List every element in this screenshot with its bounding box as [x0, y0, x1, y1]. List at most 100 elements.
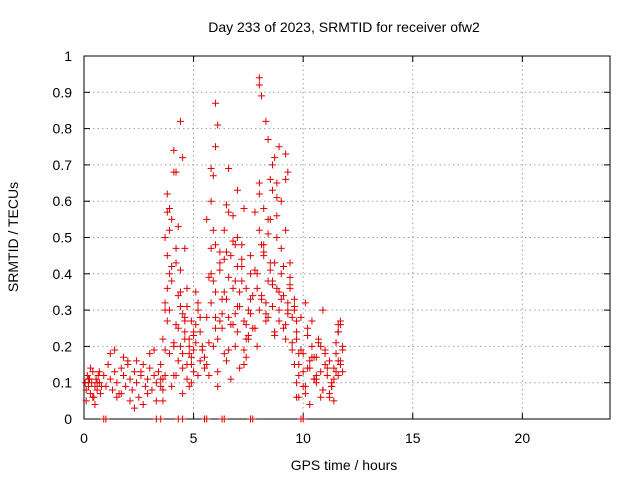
data-point — [264, 135, 272, 143]
data-point — [240, 346, 248, 354]
data-point — [92, 375, 100, 383]
data-point — [192, 288, 200, 296]
data-point — [273, 284, 281, 292]
data-point — [179, 310, 187, 318]
data-point — [275, 143, 283, 151]
data-point — [233, 263, 241, 271]
data-point — [282, 321, 290, 329]
data-point — [334, 371, 342, 379]
data-point — [238, 255, 246, 263]
data-point — [328, 382, 336, 390]
data-point — [181, 328, 189, 336]
data-point — [216, 317, 224, 325]
data-point — [172, 168, 180, 176]
data-point — [170, 371, 178, 379]
data-point — [176, 302, 184, 310]
data-point — [330, 375, 338, 383]
data-point — [240, 317, 248, 325]
data-point — [119, 371, 127, 379]
y-tick-label: 0.4 — [53, 266, 73, 282]
data-point — [220, 350, 228, 358]
data-point — [251, 266, 259, 274]
data-point — [159, 386, 167, 394]
y-axis-label: SRMTID / TECUs — [5, 182, 21, 292]
data-point — [284, 168, 292, 176]
data-point — [260, 252, 268, 260]
data-point — [203, 215, 211, 223]
y-tick-labels: 0 0.1 0.2 0.3 0.4 0.5 0.6 0.7 0.8 0.9 1 — [53, 48, 73, 427]
data-point — [290, 361, 298, 369]
data-point — [271, 154, 279, 162]
data-point — [236, 288, 244, 296]
data-point — [214, 335, 222, 343]
data-point — [106, 375, 114, 383]
data-point — [231, 241, 239, 249]
data-point — [306, 400, 314, 408]
data-point — [323, 371, 331, 379]
data-point — [190, 368, 198, 376]
data-point — [176, 342, 184, 350]
data-point — [130, 368, 138, 376]
data-point — [277, 295, 285, 303]
data-point — [308, 317, 316, 325]
data-point — [290, 306, 298, 314]
data-point — [275, 288, 283, 296]
data-point — [264, 230, 272, 238]
data-point — [183, 375, 191, 383]
data-point — [301, 390, 309, 398]
data-point — [229, 284, 237, 292]
data-point — [179, 154, 187, 162]
data-point — [176, 288, 184, 296]
data-point — [262, 299, 270, 307]
data-point — [187, 379, 195, 387]
data-point — [87, 390, 95, 398]
data-point — [253, 342, 261, 350]
data-point — [176, 266, 184, 274]
data-point — [170, 339, 178, 347]
y-tick-label: 0.3 — [53, 302, 73, 318]
data-point — [247, 310, 255, 318]
data-point — [273, 179, 281, 187]
data-point — [141, 382, 149, 390]
data-point — [146, 364, 154, 372]
data-point — [212, 324, 219, 332]
data-point — [84, 375, 92, 383]
data-point — [194, 306, 202, 314]
data-point — [150, 371, 158, 379]
x-tick-labels: 0 5 10 15 20 — [80, 430, 530, 446]
data-point — [187, 317, 195, 325]
data-point — [192, 321, 200, 329]
data-point — [205, 371, 213, 379]
x-tick-label: 5 — [190, 430, 198, 446]
data-point — [242, 353, 250, 361]
data-point — [225, 313, 233, 321]
data-point — [273, 234, 281, 241]
data-point — [176, 117, 184, 125]
data-point — [330, 364, 338, 372]
data-point — [165, 226, 173, 234]
data-point — [231, 310, 239, 318]
data-point — [150, 346, 158, 354]
data-point — [244, 335, 252, 343]
data-point — [317, 368, 325, 376]
data-point — [212, 313, 219, 321]
data-point — [148, 386, 156, 394]
data-point — [117, 390, 125, 398]
data-point — [172, 259, 180, 267]
data-point — [247, 295, 255, 303]
data-point — [317, 342, 325, 350]
data-point — [264, 215, 272, 223]
data-point — [168, 215, 176, 223]
data-point — [183, 284, 191, 292]
data-point — [301, 299, 309, 307]
data-point — [268, 186, 276, 194]
data-point — [220, 415, 228, 423]
data-point — [304, 364, 312, 372]
data-point — [273, 194, 281, 202]
data-point — [181, 317, 189, 325]
data-point — [325, 393, 333, 401]
data-point — [187, 353, 195, 361]
data-point — [233, 234, 241, 241]
data-point — [113, 393, 121, 401]
data-point — [264, 313, 272, 321]
